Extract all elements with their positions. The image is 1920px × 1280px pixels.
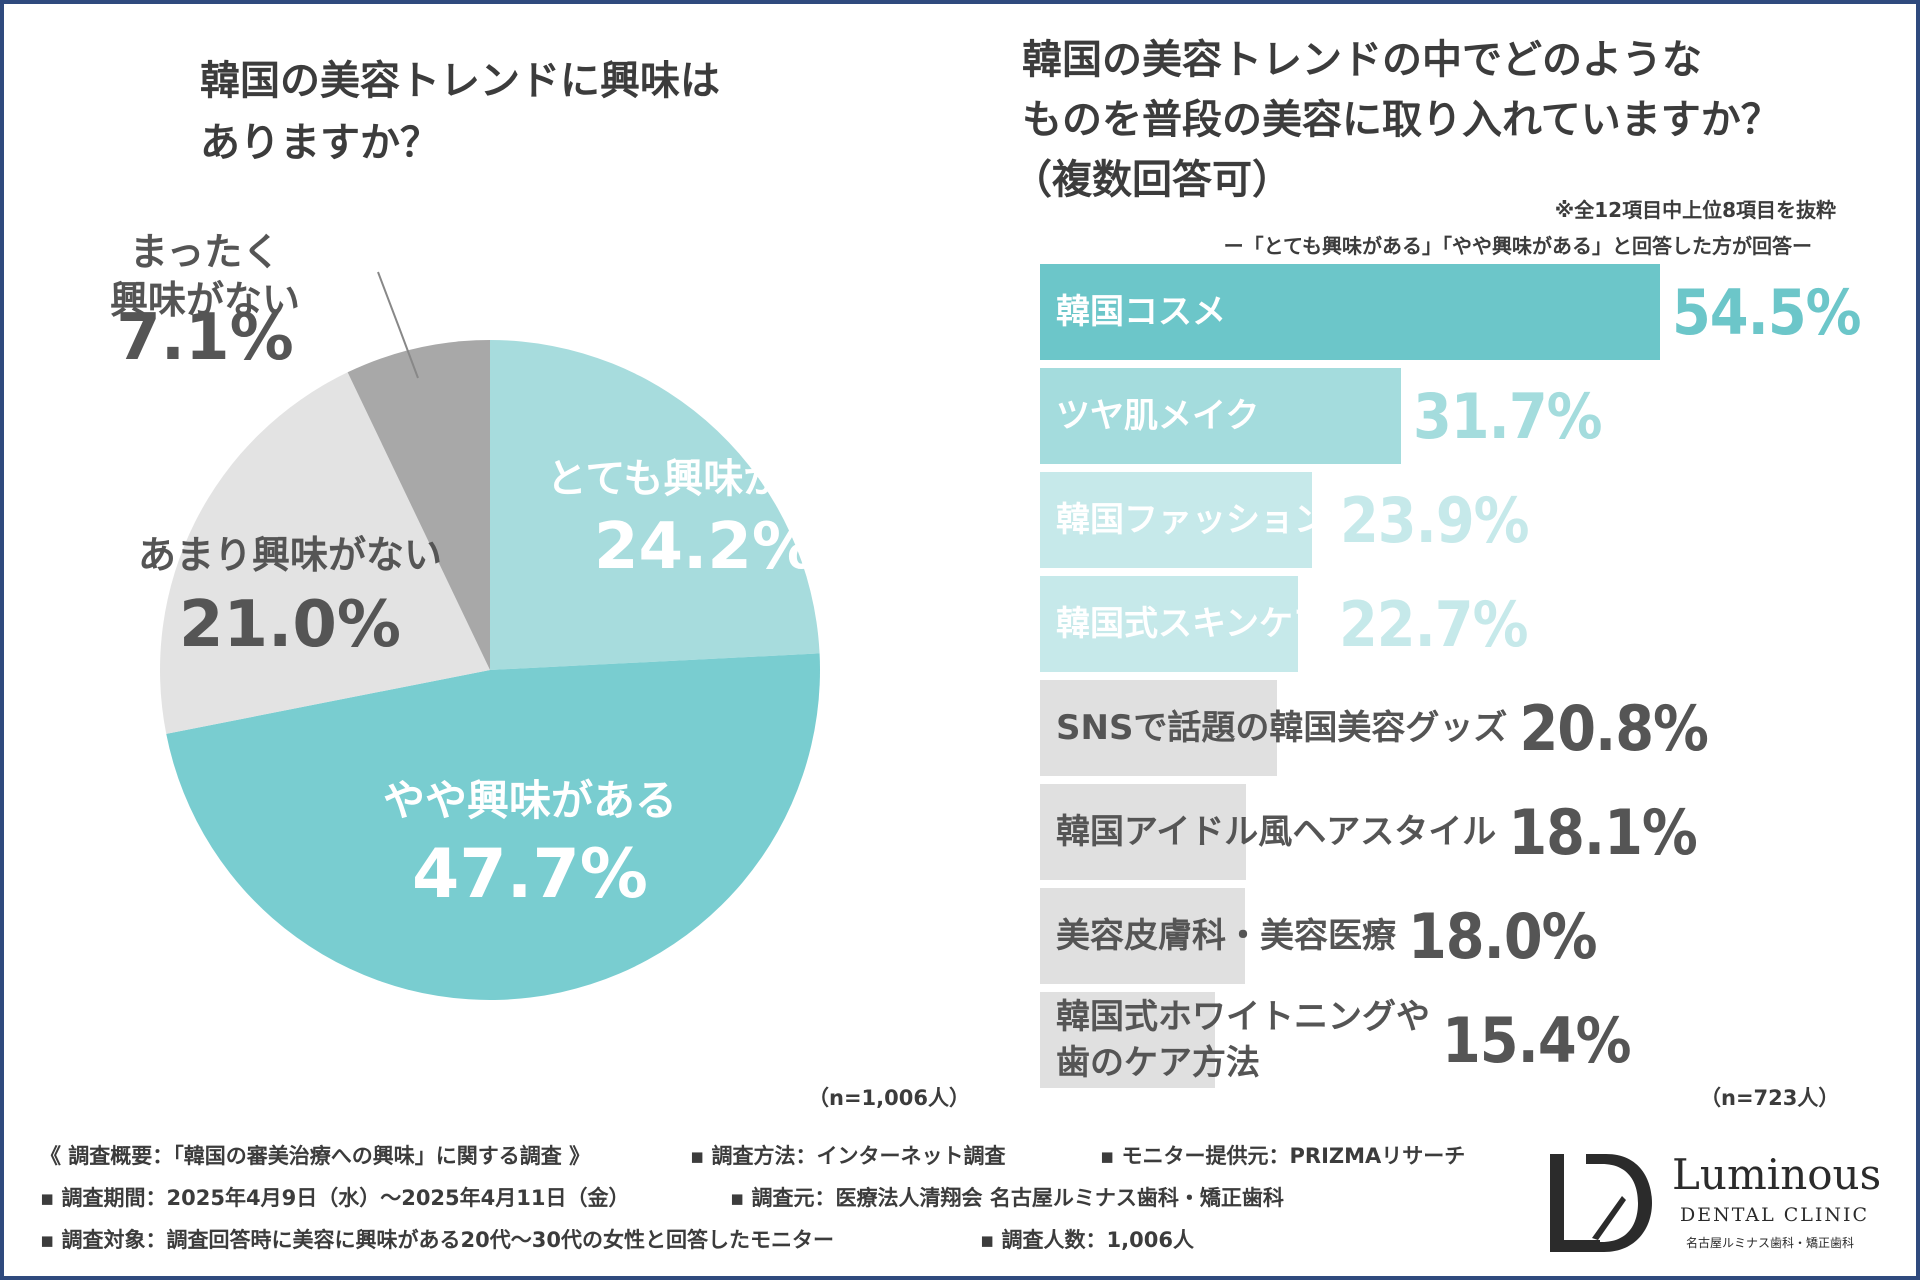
pie-slice-value: 7.1% [116, 301, 294, 375]
footer-item: 《 調査概要：「韓国の審美治療への興味」に関する調査 》 [40, 1144, 591, 1168]
bar [1040, 680, 1277, 776]
bar-label: 韓国アイドル風ヘアスタイル [1056, 784, 1496, 880]
bar-value: 18.0% [1408, 899, 1598, 973]
bar-chart-title: 韓国の美容トレンドの中でどのような ものを普段の美容に取り入れていますか？ （複… [1012, 30, 1882, 210]
footer-item: ▪ モニター提供元：PRIZMAリサーチ [1100, 1144, 1466, 1168]
bar-label-line: SNSで話題の韓国美容グッズ [1056, 708, 1508, 748]
bar-title-line: ものを普段の美容に取り入れていますか？ [1022, 97, 1781, 143]
bar-row: ツヤ肌メイク 31.7% [1040, 368, 1840, 464]
pie-slice-label: 興味がない [110, 278, 300, 322]
bar-title-line: （複数回答可） [1012, 157, 1292, 203]
bar [1040, 576, 1298, 672]
footer-item: ▪ 調査元：医療法人清翔会 名古屋ルミナス歯科・矯正歯科 [730, 1186, 1284, 1210]
bar [1040, 888, 1245, 984]
bar-value: 18.1% [1508, 795, 1698, 869]
bar-label-line: 韓国アイドル風ヘアスタイル [1056, 812, 1497, 852]
bar-row: 美容皮膚科・美容医療 18.0% [1040, 888, 1840, 984]
footer-item: ▪ 調査人数：1,006人 [980, 1228, 1194, 1252]
pie-title-line: ありますか？ [200, 120, 440, 166]
bar-label: 韓国式スキンケア [1056, 576, 1327, 672]
bar [1040, 992, 1215, 1088]
bar-row: 韓国式スキンケア 22.7% [1040, 576, 1840, 672]
pie-slice [490, 340, 820, 670]
bar-label-line: 韓国ファッション [1056, 500, 1328, 540]
bar-label: 美容皮膚科・美容医療 [1056, 888, 1396, 984]
footer-item: ▪ 調査期間：2025年4月9日（水）～2025年4月11日（金） [40, 1186, 630, 1210]
bar [1040, 368, 1401, 464]
pie-slice-label: やや興味がある [383, 776, 677, 825]
bar-value: 15.4% [1442, 1003, 1632, 1077]
pie-slice [347, 340, 490, 670]
pie-slice-label: とても興味がある [547, 456, 864, 502]
pie-slice-label: あまり興味がない [138, 533, 442, 577]
bar-value: 20.8% [1519, 691, 1709, 765]
pie-leader-line [377, 271, 419, 379]
pie-slice [166, 653, 820, 1000]
bar-label: 韓国ファッション [1056, 472, 1328, 568]
bar-label-line: ツヤ肌メイク [1056, 396, 1260, 436]
bar-label-line: 歯のケア方法 [1056, 1043, 1260, 1083]
bar-row: 韓国ファッション 23.9% [1040, 472, 1840, 568]
bar [1040, 784, 1246, 880]
pie-slice [160, 372, 491, 734]
footer-item: ▪ 調査方法：インターネット調査 [690, 1144, 1006, 1168]
logo-name: Luminous [1672, 1150, 1882, 1199]
logo-subtitle: DENTAL CLINIC [1680, 1204, 1870, 1226]
bar-label: SNSで話題の韓国美容グッズ [1056, 680, 1507, 776]
bar-label-line: 韓国コスメ [1056, 292, 1226, 332]
bar-label: 韓国コスメ [1056, 264, 1226, 360]
footer-item: ▪ 調査対象：調査回答時に美容に興味がある20代～30代の女性と回答したモニター [40, 1228, 834, 1252]
pie-chart: とても興味がある 24.2% やや興味がある 47.7% あまり興味がない 21.0% まっ… [110, 230, 864, 1000]
logo-mark-icon [1550, 1154, 1652, 1252]
bar-sample-size: （n=723人） [1700, 1086, 1840, 1110]
bar-value: 54.5% [1672, 275, 1862, 349]
clinic-logo: Luminous DENTAL CLINIC 名古屋ルミナス歯科・矯正歯科 [1540, 1148, 1910, 1258]
bar-title-line: 韓国の美容トレンドの中でどのような [1022, 37, 1702, 83]
bar-label: ツヤ肌メイク [1056, 368, 1259, 464]
logo-japanese-name: 名古屋ルミナス歯科・矯正歯科 [1686, 1236, 1855, 1250]
bar [1040, 264, 1660, 360]
pie-slice-value: 47.7% [412, 835, 648, 914]
bar-value: 31.7% [1413, 379, 1603, 453]
bar-label: 韓国式ホワイトニングや 歯のケア方法 [1056, 992, 1430, 1088]
bar-chart-subnote: ー「とても興味がある」「やや興味がある」と回答した方が回答ー [1223, 234, 1812, 258]
pie-title-line: 韓国の美容トレンドに興味は [200, 58, 720, 104]
bar-value: 23.9% [1340, 483, 1530, 557]
bar-label-line: 美容皮膚科・美容医療 [1056, 916, 1396, 956]
pie-slice-label: まったく [130, 230, 280, 274]
pie-sample-size: （n=1,006人） [808, 1086, 970, 1110]
bar-row: 韓国アイドル風ヘアスタイル 18.1% [1040, 784, 1840, 880]
bar-chart-note: ※全12項目中上位8項目を抜粋 [1554, 198, 1836, 222]
bar-label-line: 韓国式ホワイトニングや [1056, 997, 1430, 1037]
pie-slice-value: 24.2% [594, 510, 816, 584]
bar [1040, 472, 1312, 568]
bar-row: 韓国コスメ 54.5% [1040, 264, 1862, 360]
bar-row: SNSで話題の韓国美容グッズ 20.8% [1040, 680, 1840, 776]
pie-slice-value: 21.0% [179, 588, 401, 662]
bar-value: 22.7% [1338, 587, 1529, 661]
bar-row: 韓国式ホワイトニングや 歯のケア方法 15.4% [1040, 992, 1840, 1088]
pie-chart-title: 韓国の美容トレンドに興味は ありますか？ [200, 50, 820, 174]
bar-label-line: 韓国式スキンケア [1056, 604, 1327, 644]
